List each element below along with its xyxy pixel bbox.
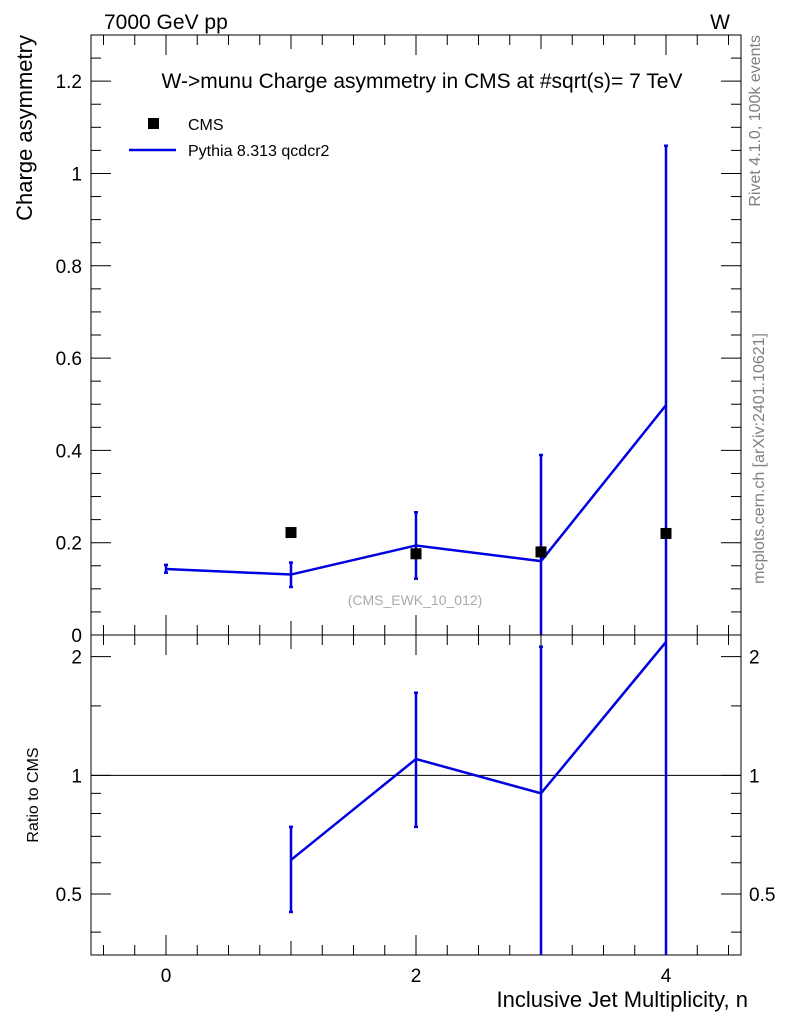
main-y-tick-label: 0 xyxy=(71,626,82,647)
ratio-y-tick-label-left: 0.5 xyxy=(56,885,82,906)
main-y-tick-labels: 0 0.2 0.4 0.6 0.8 1 1.2 xyxy=(56,72,83,647)
main-y-tick-label: 0.6 xyxy=(56,349,82,370)
ratio-data-marks xyxy=(91,635,741,955)
main-y-tick-label: 1.2 xyxy=(56,72,82,93)
rivet-label: Rivet 4.1.0, 100k events xyxy=(747,35,764,207)
analysis-annotation: (CMS_EWK_10_012) xyxy=(348,592,483,608)
main-y-tick-label: 0.2 xyxy=(56,534,82,555)
main-y-axis-label: Charge asymmetry xyxy=(12,35,37,221)
header-right: W xyxy=(710,11,730,34)
cms-data-point xyxy=(660,527,672,539)
main-y-tick-label: 1 xyxy=(71,164,82,185)
legend: CMS Pythia 8.313 qcdcr2 xyxy=(129,117,330,160)
legend-label-mc: Pythia 8.313 qcdcr2 xyxy=(188,143,330,160)
legend-label-cms: CMS xyxy=(188,117,224,134)
chart-title: W->munu Charge asymmetry in CMS at #sqrt… xyxy=(162,70,683,93)
cms-data-point xyxy=(410,548,422,560)
legend-marker-cms xyxy=(148,118,159,129)
cms-data-point xyxy=(285,527,297,539)
ratio-plot-panel: 0.5 0.5 1 1 2 2 0 2 4 Ratio to CMS Inclusive Je… xyxy=(25,634,776,1012)
ratio-y-axis-label: Ratio to CMS xyxy=(25,747,42,842)
main-y-tick-label: 0.4 xyxy=(56,441,83,462)
ratio-y-tick-labels: 0.5 0.5 1 1 2 2 xyxy=(56,648,776,906)
ratio-y-tick-label-right: 1 xyxy=(749,766,760,787)
ratio-line xyxy=(290,641,667,861)
x-tick-labels: 0 2 4 xyxy=(161,966,672,987)
x-tick-label: 4 xyxy=(661,966,672,987)
x-tick-label: 2 xyxy=(411,966,422,987)
ratio-y-tick-label-right: 0.5 xyxy=(749,885,775,906)
ratio-y-tick-label-left: 2 xyxy=(71,648,82,669)
x-tick-label: 0 xyxy=(161,966,172,987)
mcplots-label: mcplots.cern.ch [arXiv:2401.10621] xyxy=(751,333,768,584)
ratio-y-tick-label-left: 1 xyxy=(71,766,82,787)
header-left: 7000 GeV pp xyxy=(104,11,228,34)
main-y-tick-label: 0.8 xyxy=(56,257,82,278)
mc-line xyxy=(165,404,667,576)
main-data-marks xyxy=(164,144,672,635)
cms-data-point xyxy=(535,546,547,558)
ratio-y-tick-label-right: 2 xyxy=(749,648,760,669)
main-plot-panel: 0 0.2 0.4 0.6 0.8 1 1.2 Charge asymmetry W->mu… xyxy=(12,34,742,647)
x-axis-label: Inclusive Jet Multiplicity, n xyxy=(497,987,748,1012)
